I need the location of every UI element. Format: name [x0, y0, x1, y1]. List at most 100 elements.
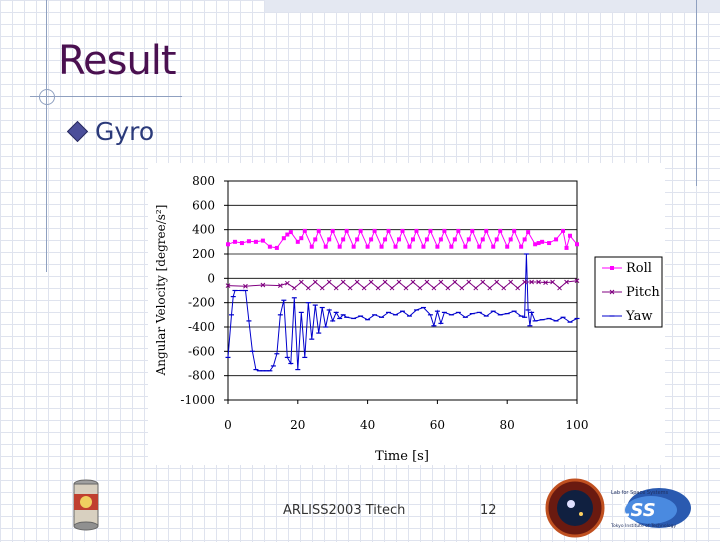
point-roll-25 [358, 228, 363, 233]
point-pitch-31 [473, 285, 479, 291]
point-pitch-27 [445, 285, 451, 291]
point-roll-8 [281, 236, 286, 241]
point-roll-27 [369, 237, 374, 242]
point-roll-32 [393, 244, 398, 249]
point-pitch-16 [368, 279, 374, 285]
x-tick-label-0: 0 [224, 418, 232, 432]
series-line-yaw [227, 253, 578, 372]
point-pitch-12 [340, 279, 346, 285]
lss-logo: Lab for Space Systems LSS Tokyo Institut… [607, 486, 692, 535]
point-roll-2 [239, 241, 244, 246]
point-roll-65 [547, 241, 552, 246]
decor-right-vertical-line [696, 0, 697, 186]
point-roll-70 [575, 242, 579, 247]
point-roll-23 [351, 244, 356, 249]
point-roll-5 [260, 238, 265, 243]
point-roll-53 [491, 244, 496, 249]
point-roll-38 [421, 244, 426, 249]
point-pitch-22 [410, 279, 416, 285]
point-roll-1 [232, 239, 237, 244]
point-roll-35 [407, 244, 412, 249]
y-tick-label-2: 400 [192, 223, 215, 237]
point-roll-33 [397, 237, 402, 242]
point-roll-51 [480, 237, 485, 242]
series-roll [226, 228, 579, 250]
grid-lines [228, 204, 577, 377]
footer-left-text: ARLISS2003 Titech [283, 503, 406, 518]
y-tick-label-8: -800 [188, 369, 215, 383]
point-pitch-42 [550, 279, 555, 285]
y-tick-label-4: 0 [207, 271, 215, 285]
point-roll-44 [449, 244, 454, 249]
series-pitch [225, 278, 580, 291]
legend-marker-roll [610, 266, 614, 270]
point-roll-42 [438, 237, 443, 242]
point-pitch-1 [243, 283, 248, 289]
point-roll-28 [372, 228, 377, 233]
point-pitch-11 [333, 285, 339, 291]
point-pitch-37 [515, 285, 521, 291]
y-tick-label-1: 600 [192, 198, 215, 212]
point-roll-24 [355, 237, 360, 242]
x-tick-label-2: 40 [360, 418, 375, 432]
slide-title: Result [58, 38, 177, 84]
header-band [265, 0, 720, 12]
lss-caption-top: Lab for Space Systems [611, 490, 669, 496]
x-tick-label-3: 60 [430, 418, 445, 432]
point-roll-61 [526, 230, 531, 235]
point-pitch-45 [574, 278, 580, 284]
x-tick-label-5: 100 [566, 418, 589, 432]
point-roll-62 [533, 242, 538, 247]
y-tick-label-9: -1000 [180, 393, 215, 407]
point-pitch-32 [480, 279, 486, 285]
diamond-bullet-icon [66, 120, 89, 143]
point-roll-45 [452, 237, 457, 242]
point-roll-13 [302, 228, 307, 233]
point-roll-34 [400, 228, 405, 233]
point-pitch-10 [326, 279, 332, 285]
point-pitch-41 [543, 280, 548, 285]
point-roll-50 [477, 244, 482, 249]
point-pitch-25 [431, 285, 437, 291]
point-roll-46 [456, 228, 461, 233]
point-pitch-33 [487, 285, 493, 291]
point-roll-14 [309, 244, 314, 249]
series-line-pitch [227, 280, 578, 289]
series-yaw [225, 253, 580, 372]
point-pitch-5 [291, 285, 297, 291]
point-pitch-34 [494, 279, 500, 285]
point-roll-43 [442, 228, 447, 233]
legend-marker-pitch [609, 289, 615, 295]
point-pitch-3 [277, 283, 283, 288]
point-roll-17 [323, 244, 328, 249]
point-pitch-39 [529, 279, 534, 285]
can-logo [62, 476, 110, 536]
point-pitch-2 [260, 282, 266, 288]
point-pitch-28 [452, 279, 458, 285]
bullet-text: Gyro [95, 117, 155, 146]
point-pitch-23 [417, 285, 423, 291]
chart-panel: 800 600 400 200 0 -200 -400 -600 -800 -1000 0 20 40… [148, 163, 665, 465]
decor-left-vertical-line [46, 0, 47, 272]
point-roll-41 [435, 244, 440, 249]
point-roll-37 [414, 228, 419, 233]
point-roll-48 [466, 237, 471, 242]
point-pitch-4 [284, 280, 290, 286]
point-roll-30 [383, 237, 388, 242]
point-pitch-20 [396, 279, 402, 285]
y-axis-label: Angular Velocity [degree/s²] [154, 205, 168, 377]
point-roll-21 [341, 237, 346, 242]
point-roll-64 [540, 239, 545, 244]
point-pitch-26 [438, 279, 444, 285]
point-roll-57 [508, 237, 513, 242]
point-pitch-43 [557, 285, 562, 291]
point-roll-22 [344, 228, 349, 233]
point-pitch-9 [319, 285, 325, 291]
point-pitch-18 [382, 279, 388, 285]
point-pitch-21 [403, 285, 409, 291]
point-roll-66 [554, 237, 559, 242]
point-roll-7 [274, 245, 279, 250]
point-roll-26 [365, 244, 370, 249]
x-tick-label-4: 80 [500, 418, 515, 432]
point-pitch-19 [389, 285, 395, 291]
